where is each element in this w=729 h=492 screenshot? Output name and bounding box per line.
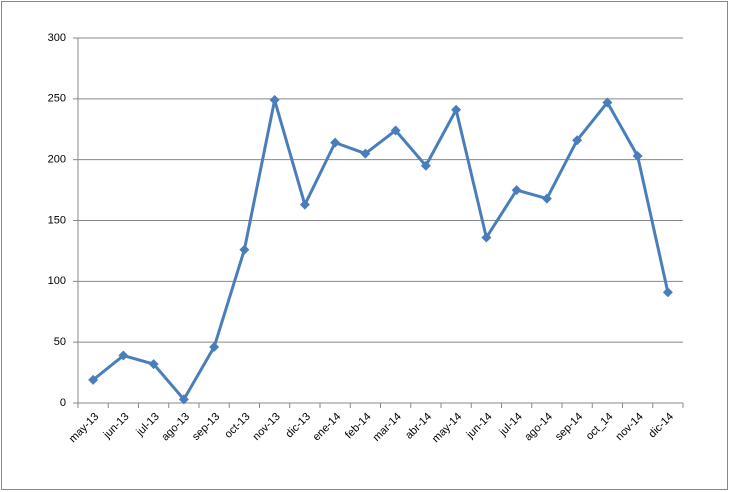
data-marker (662, 287, 673, 298)
data-marker (209, 342, 220, 353)
data-marker (299, 199, 310, 210)
data-marker (572, 135, 583, 146)
data-marker (330, 137, 341, 148)
data-marker (602, 97, 613, 108)
data-marker (390, 125, 401, 136)
y-tick-label: 100 (48, 275, 66, 287)
y-tick-label: 250 (48, 93, 66, 105)
data-marker (541, 193, 552, 204)
y-tick-label: 150 (48, 214, 66, 226)
data-line (92, 98, 670, 401)
y-tick-label: 50 (54, 336, 66, 348)
data-marker (481, 232, 492, 243)
y-tick-label: 300 (48, 32, 66, 44)
data-marker (511, 185, 522, 196)
data-marker (148, 359, 159, 370)
data-marker (239, 244, 250, 255)
data-marker (632, 151, 643, 162)
y-tick-label: 0 (60, 397, 66, 409)
data-marker (178, 394, 189, 405)
data-marker (451, 104, 462, 115)
data-marker (118, 350, 129, 361)
data-marker (420, 160, 431, 171)
data-marker (269, 95, 280, 106)
data-marker (360, 148, 371, 159)
data-marker (88, 374, 99, 385)
y-tick-label: 200 (48, 154, 66, 166)
